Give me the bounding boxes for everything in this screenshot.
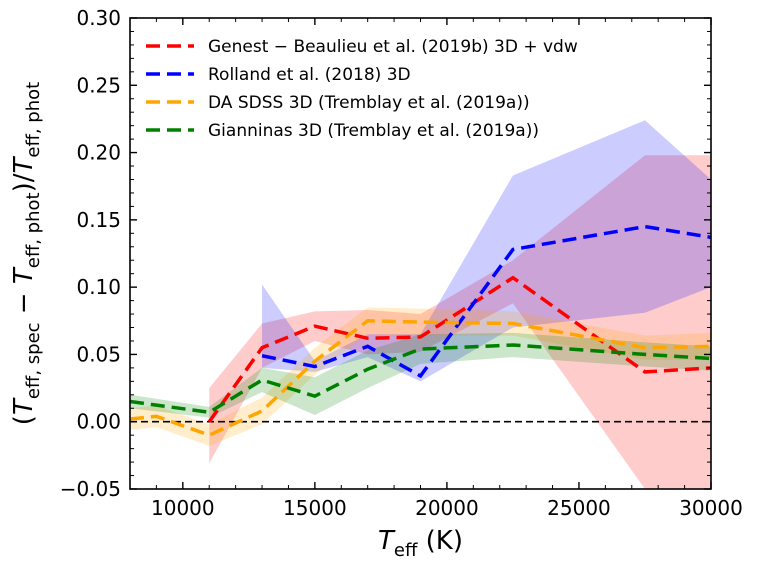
- series-line-4: [130, 343, 711, 415]
- y-tick-label: −0.05: [60, 477, 121, 501]
- axis-labels: Teff​ (K) (Teff, spec​ − Teff, phot​)/Te…: [9, 82, 463, 561]
- legend: Genest − Beaulieu et al. (2019b) 3D + vd…: [146, 37, 578, 141]
- x-axis-label: Teff​ (K): [378, 526, 463, 561]
- y-tick-label: 0.25: [76, 73, 121, 97]
- legend-label-3: DA SDSS 3D (Tremblay et al. (2019a)): [208, 93, 530, 113]
- legend-label-4: Gianninas 3D (Tremblay et al. (2019a)): [208, 121, 539, 141]
- axes: [129, 17, 712, 490]
- y-tick-label: 0.20: [76, 141, 121, 165]
- x-tick-label: 30000: [679, 496, 743, 520]
- y-tick-label: 0.00: [76, 410, 121, 434]
- y-tick-label: 0.10: [76, 275, 121, 299]
- y-tick-label: 0.15: [76, 208, 121, 232]
- error-bands: [130, 120, 711, 489]
- legend-label-1: Genest − Beaulieu et al. (2019b) 3D + vd…: [208, 37, 578, 57]
- x-tick-label: 10000: [151, 496, 215, 520]
- series-line-3: [130, 319, 711, 438]
- tick-labels: 10000 15000 20000 25000 30000 −0.05 0.00 0.05 0.…: [60, 6, 743, 520]
- series-lines: [130, 224, 711, 438]
- y-tick-label: 0.05: [76, 342, 121, 366]
- legend-label-2: Rolland et al. (2018) 3D: [208, 65, 411, 85]
- x-tick-label: 20000: [415, 496, 479, 520]
- series-line-2: [261, 224, 711, 379]
- y-tick-label: 0.30: [76, 6, 121, 30]
- x-tick-label: 15000: [283, 496, 347, 520]
- error-band-2: [262, 120, 711, 382]
- error-band-3: [130, 307, 711, 446]
- x-tick-label: 25000: [547, 496, 611, 520]
- y-axis-label: (Teff, spec​ − Teff, phot​)/Teff, phot​: [9, 82, 44, 425]
